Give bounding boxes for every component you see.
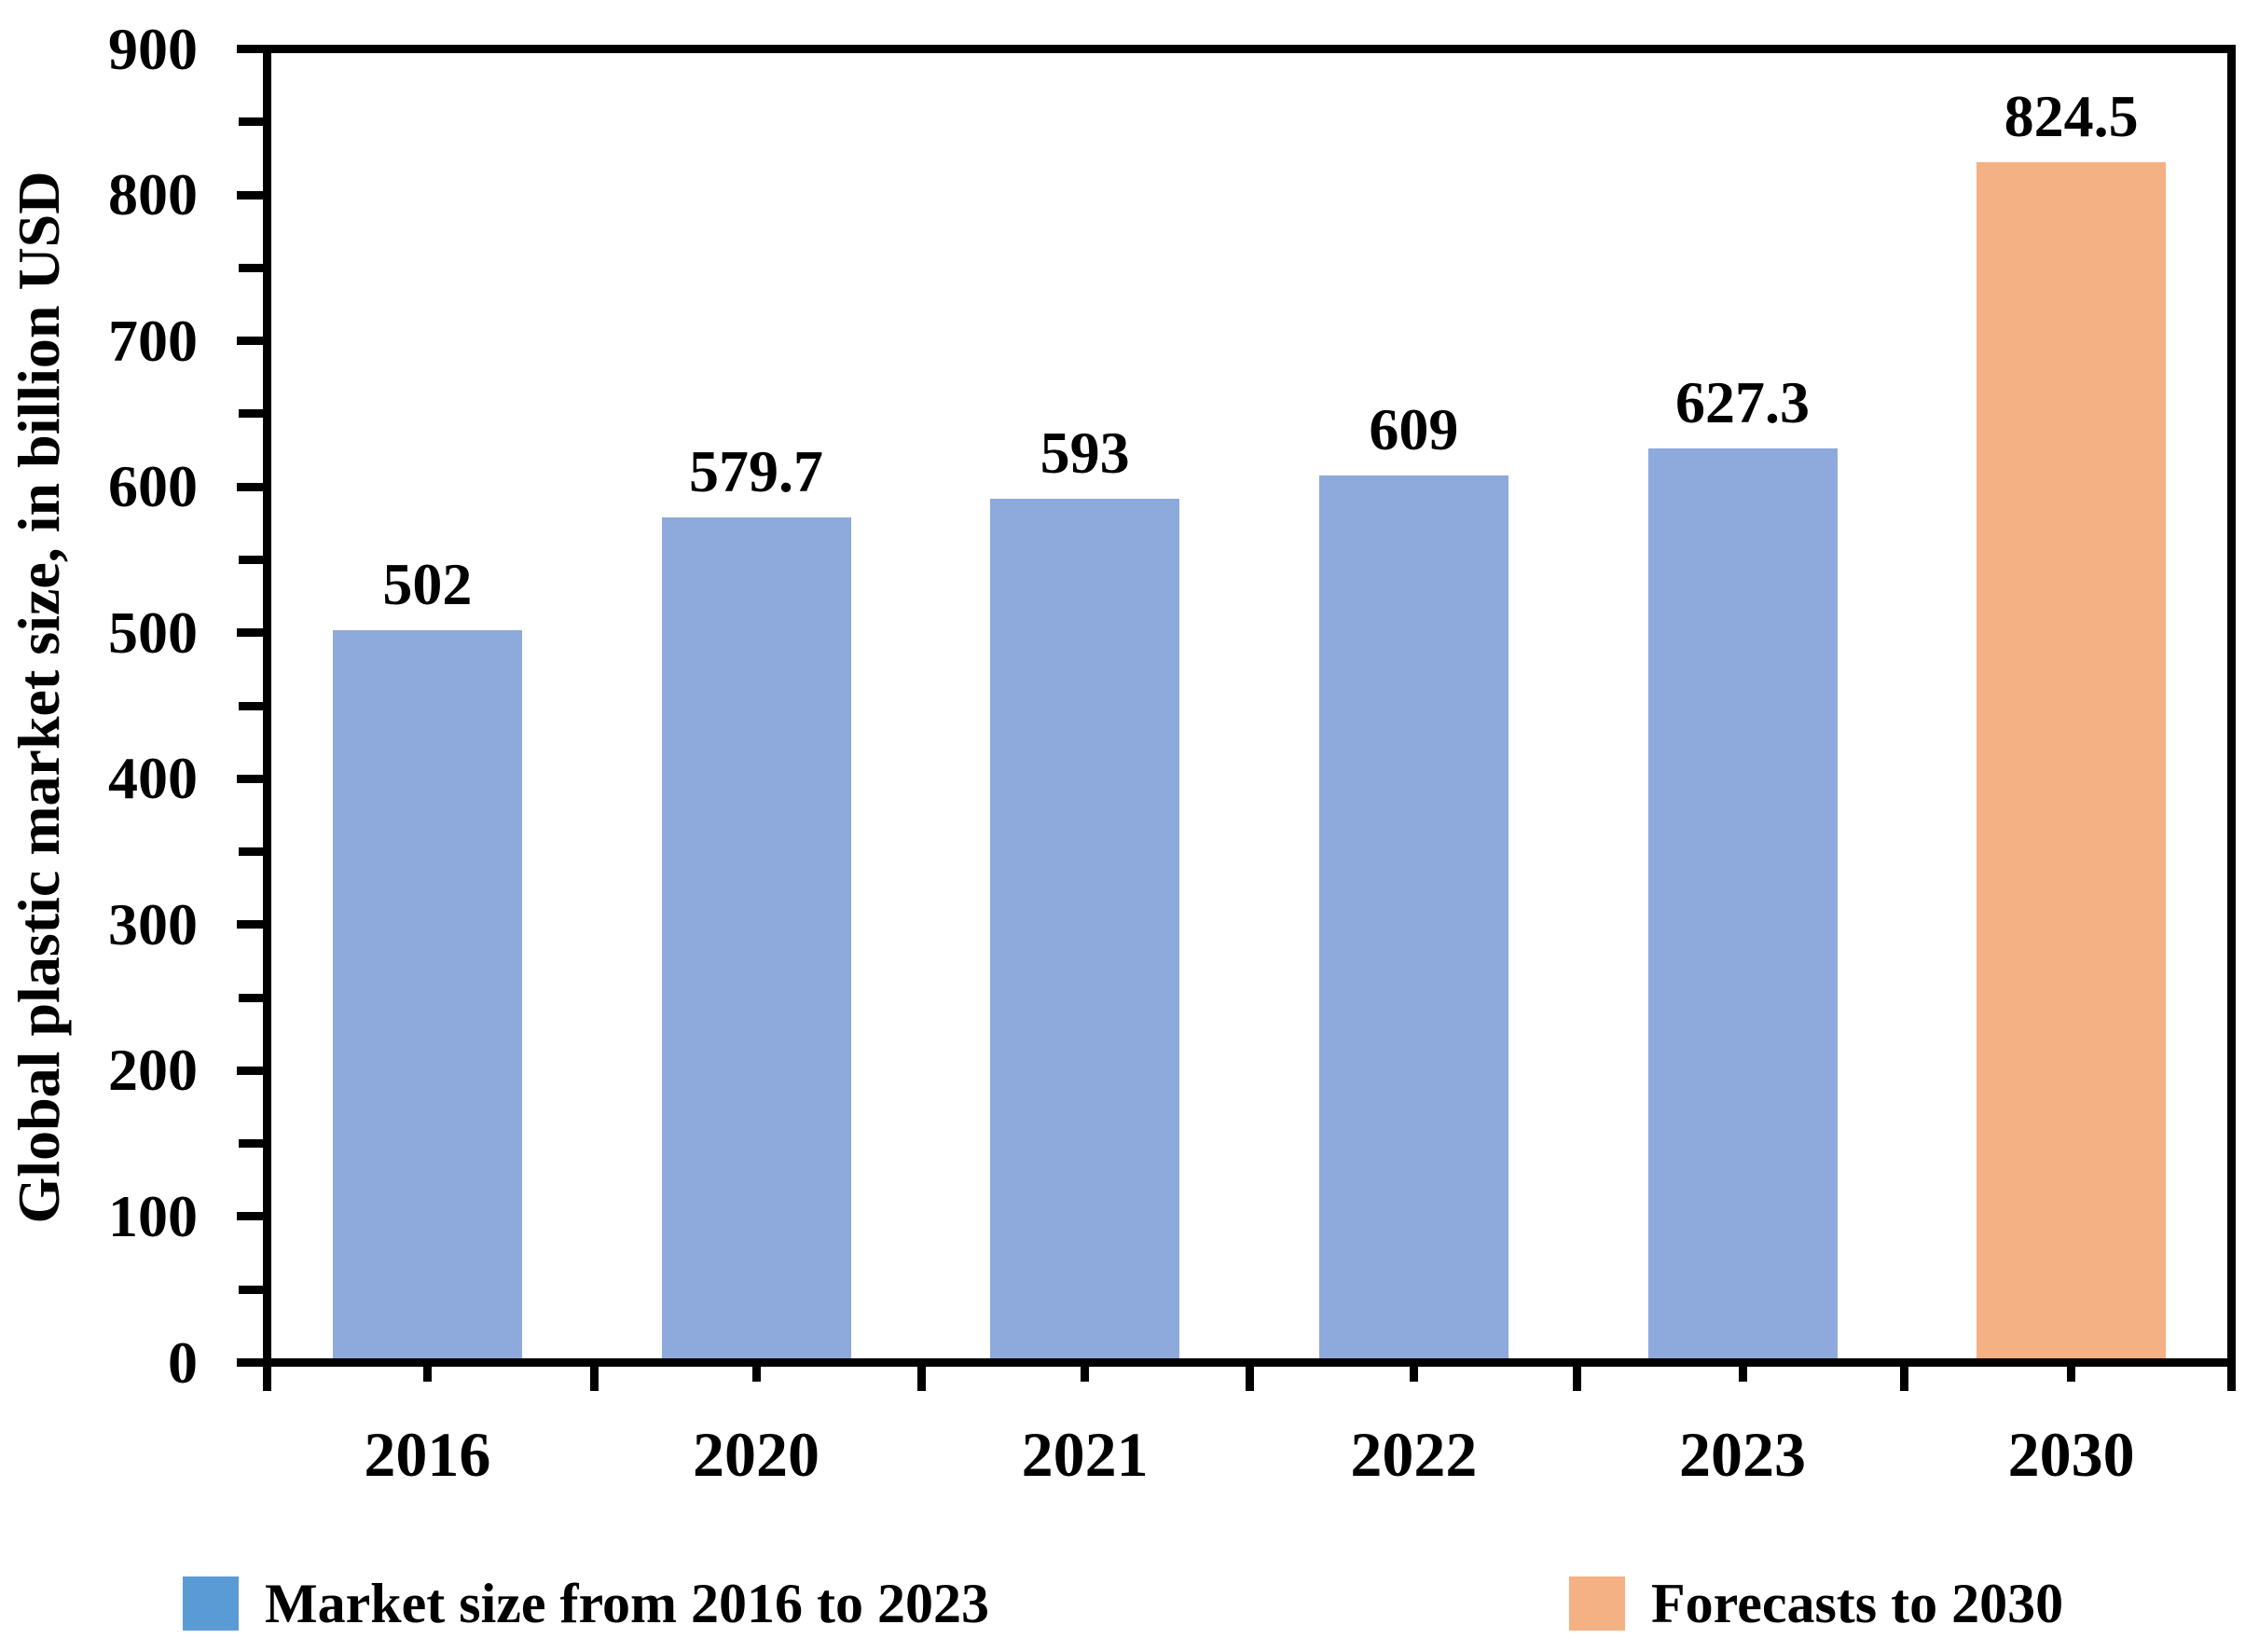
legend-label-market-size: Market size from 2016 to 2023 xyxy=(265,1573,990,1634)
y-minor-tick xyxy=(239,847,263,857)
legend-swatch-blue xyxy=(183,1576,239,1631)
x-tick-label-2022: 2022 xyxy=(1350,1419,1478,1490)
y-major-tick xyxy=(237,190,263,200)
bar-2021 xyxy=(990,498,1180,1358)
y-tick-label: 300 xyxy=(108,890,198,957)
x-major-tick xyxy=(590,1363,599,1391)
x-minor-tick xyxy=(2067,1363,2076,1382)
data-label-2023: 627.3 xyxy=(1675,369,1810,436)
x-major-tick xyxy=(917,1363,927,1391)
y-tick-label: 900 xyxy=(108,15,198,82)
y-minor-tick xyxy=(239,1285,263,1294)
y-major-tick xyxy=(237,1358,263,1367)
x-major-tick xyxy=(2227,1363,2236,1391)
y-minor-tick xyxy=(239,117,263,127)
x-major-tick xyxy=(1899,1363,1908,1391)
x-tick-label-2030: 2030 xyxy=(2007,1419,2135,1490)
y-tick-label: 400 xyxy=(108,745,198,812)
y-tick-label: 700 xyxy=(108,307,198,374)
data-label-2021: 593 xyxy=(1040,419,1130,486)
x-minor-tick xyxy=(1409,1363,1418,1382)
data-label-2022: 609 xyxy=(1369,395,1459,462)
bar-2023 xyxy=(1647,448,1838,1358)
x-major-tick xyxy=(1245,1363,1254,1391)
x-minor-tick xyxy=(422,1363,432,1382)
bar-2016 xyxy=(332,630,522,1358)
data-label-2020: 579.7 xyxy=(689,438,823,505)
y-tick-label: 500 xyxy=(108,599,198,666)
y-minor-tick xyxy=(239,701,263,710)
bar-2022 xyxy=(1318,475,1508,1358)
y-minor-tick xyxy=(239,993,263,1002)
y-major-tick xyxy=(237,628,263,638)
data-label-2016: 502 xyxy=(382,551,473,618)
y-major-tick xyxy=(237,1212,263,1221)
legend-label-forecast: Forecasts to 2030 xyxy=(1651,1573,2064,1634)
y-major-tick xyxy=(237,920,263,929)
y-major-tick xyxy=(237,774,263,783)
y-minor-tick xyxy=(239,263,263,272)
data-label-2030: 824.5 xyxy=(2004,83,2139,150)
y-minor-tick xyxy=(239,1139,263,1149)
y-major-tick xyxy=(237,337,263,346)
y-tick-label: 100 xyxy=(108,1182,198,1249)
y-tick-label: 800 xyxy=(108,161,198,228)
legend-swatch-orange xyxy=(1569,1576,1625,1631)
y-minor-tick xyxy=(239,409,263,419)
x-major-tick xyxy=(263,1363,271,1391)
bar-2020 xyxy=(661,517,851,1358)
y-tick-label: 0 xyxy=(168,1328,198,1396)
plot-area-frame xyxy=(263,45,2236,1367)
y-major-tick xyxy=(237,482,263,491)
legend-item-forecast: Forecasts to 2030 xyxy=(1569,1576,2063,1631)
y-tick-label: 200 xyxy=(108,1037,198,1104)
x-major-tick xyxy=(1572,1363,1581,1391)
y-minor-tick xyxy=(239,555,263,564)
x-minor-tick xyxy=(1738,1363,1747,1382)
bar-2030 xyxy=(1977,162,2167,1358)
x-minor-tick xyxy=(751,1363,761,1382)
x-tick-label-2021: 2021 xyxy=(1021,1419,1149,1490)
y-major-tick xyxy=(237,45,263,53)
x-tick-label-2016: 2016 xyxy=(364,1419,491,1490)
x-tick-label-2023: 2023 xyxy=(1679,1419,1806,1490)
y-tick-label: 600 xyxy=(108,453,198,520)
y-major-tick xyxy=(237,1066,263,1075)
x-minor-tick xyxy=(1081,1363,1090,1382)
legend-item-market-size: Market size from 2016 to 2023 xyxy=(183,1576,989,1631)
x-tick-label-2020: 2020 xyxy=(693,1419,820,1490)
